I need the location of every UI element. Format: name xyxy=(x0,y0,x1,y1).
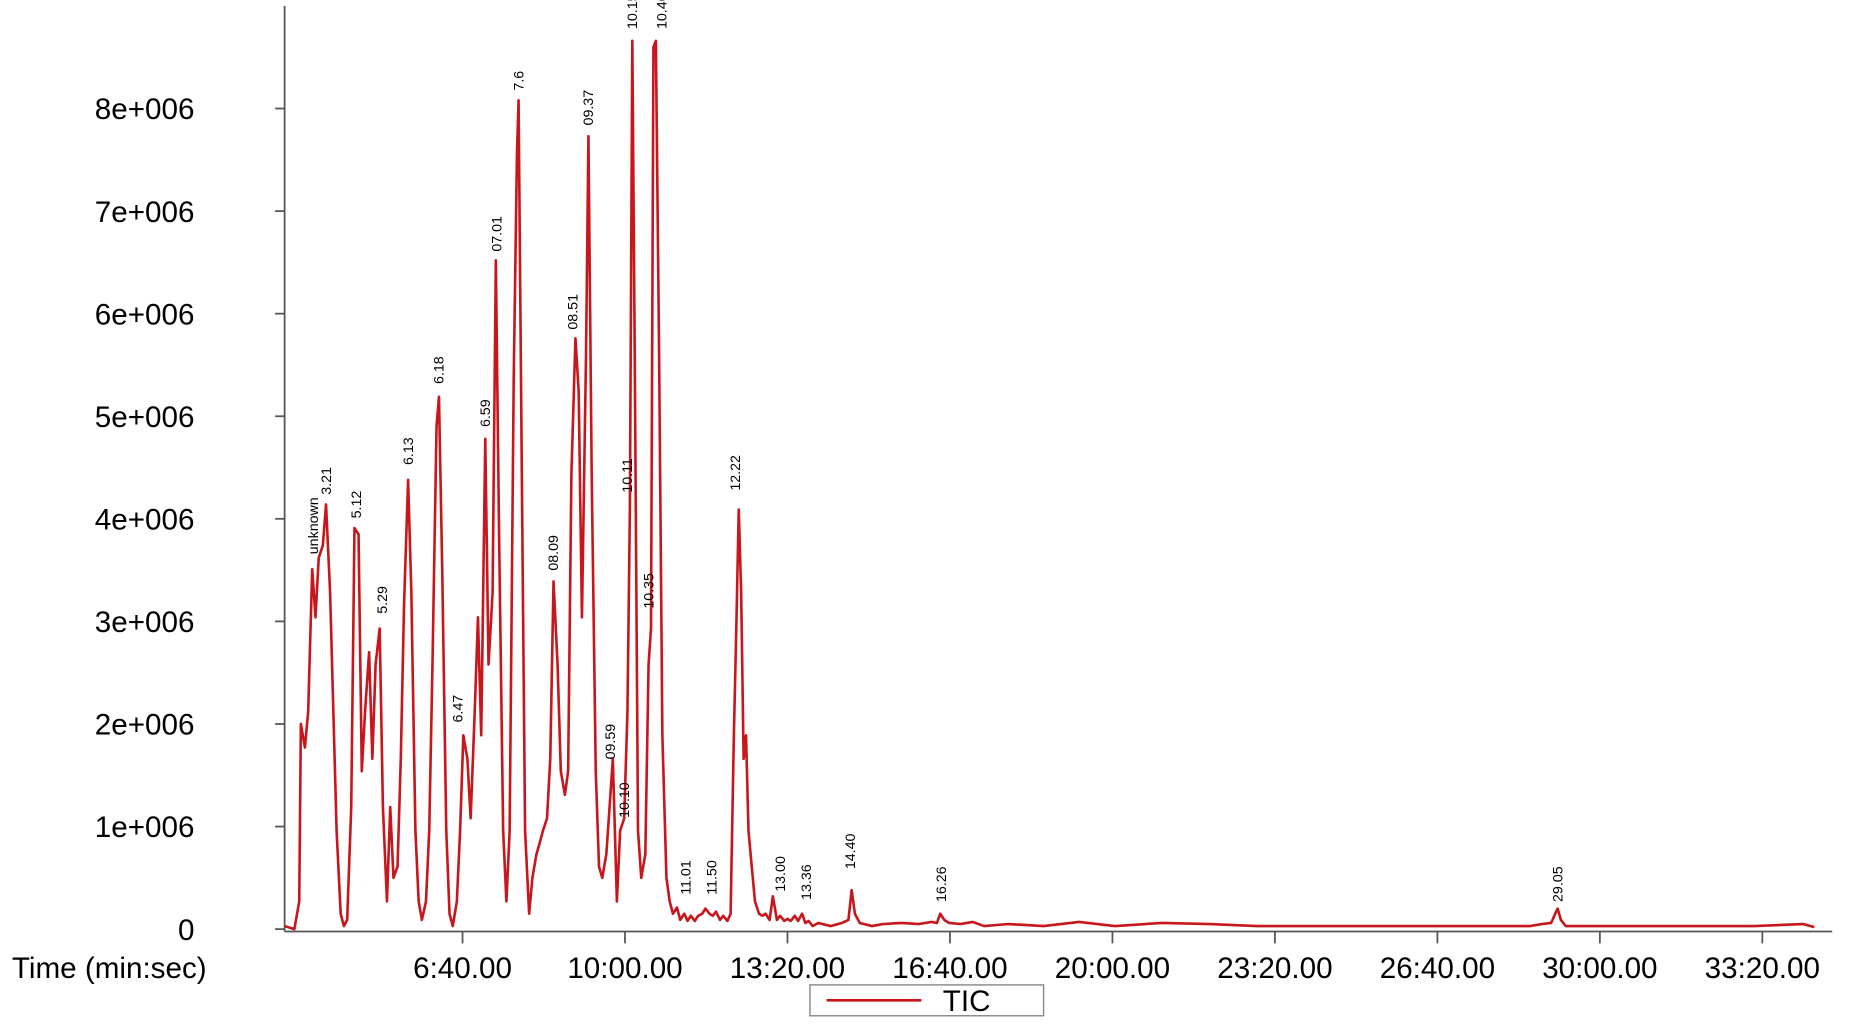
peak-label: 07.01 xyxy=(489,216,505,252)
y-tick-label: 8e+006 xyxy=(95,93,195,126)
legend-label: TIC xyxy=(943,985,991,1018)
y-tick-label: 2e+006 xyxy=(95,709,195,742)
y-tick-label: 1e+006 xyxy=(95,811,195,844)
peak-label: 09.37 xyxy=(581,90,597,126)
y-tick-label: 4e+006 xyxy=(95,503,195,536)
peak-label: 6.18 xyxy=(432,356,448,384)
y-tick-label: 6e+006 xyxy=(95,298,195,331)
peak-label: 7.6 xyxy=(511,71,527,91)
x-tick-label: 16:40.00 xyxy=(892,952,1007,985)
x-tick-label: 23:20.00 xyxy=(1217,952,1332,985)
peak-label: unknown xyxy=(306,497,322,554)
peak-label: 11.01 xyxy=(679,860,695,895)
x-tick-label: 6:40.00 xyxy=(413,952,512,985)
peak-label: 5.12 xyxy=(349,491,365,519)
x-tick-label: 10:00.00 xyxy=(567,952,682,985)
peak-label: 6.13 xyxy=(401,437,417,465)
peak-label: 29.05 xyxy=(1550,866,1566,902)
x-tick-label: 26:40.00 xyxy=(1380,952,1495,985)
peak-label: 6.59 xyxy=(478,399,494,427)
y-tick-label: 0 xyxy=(178,914,194,947)
peak-label: 3.21 xyxy=(319,467,335,495)
peak-label: 5.29 xyxy=(375,586,391,614)
x-axis-label: Time (min:sec) xyxy=(12,952,207,985)
x-tick-label: 33:20.00 xyxy=(1705,952,1820,985)
peak-label: 10.11 xyxy=(620,458,636,493)
peak-label: 14.40 xyxy=(843,833,859,869)
peak-label: 10.46 xyxy=(654,0,670,29)
y-tick-label: 7e+006 xyxy=(95,196,195,229)
y-tick-label: 3e+006 xyxy=(95,606,195,639)
peak-label: 10.35 xyxy=(641,573,657,609)
tic-line xyxy=(284,39,1815,931)
peak-label: 08.09 xyxy=(546,535,562,571)
peak-label: 13.00 xyxy=(773,856,789,892)
peak-label: 10.10 xyxy=(617,782,633,818)
peak-label: 6.47 xyxy=(450,695,466,723)
y-tick-label: 5e+006 xyxy=(95,401,195,434)
peak-label: 12.22 xyxy=(728,455,744,491)
peak-label: 08.51 xyxy=(566,294,582,330)
x-tick-label: 20:00.00 xyxy=(1055,952,1170,985)
peak-label: 09.59 xyxy=(603,724,619,760)
peak-label: 10.15 xyxy=(625,0,641,29)
peak-label: 16.26 xyxy=(934,866,950,902)
x-tick-label: 30:00.00 xyxy=(1542,952,1657,985)
peak-label: 13.36 xyxy=(799,864,815,900)
peak-label: 11.50 xyxy=(705,860,721,895)
x-tick-label: 13:20.00 xyxy=(730,952,845,985)
